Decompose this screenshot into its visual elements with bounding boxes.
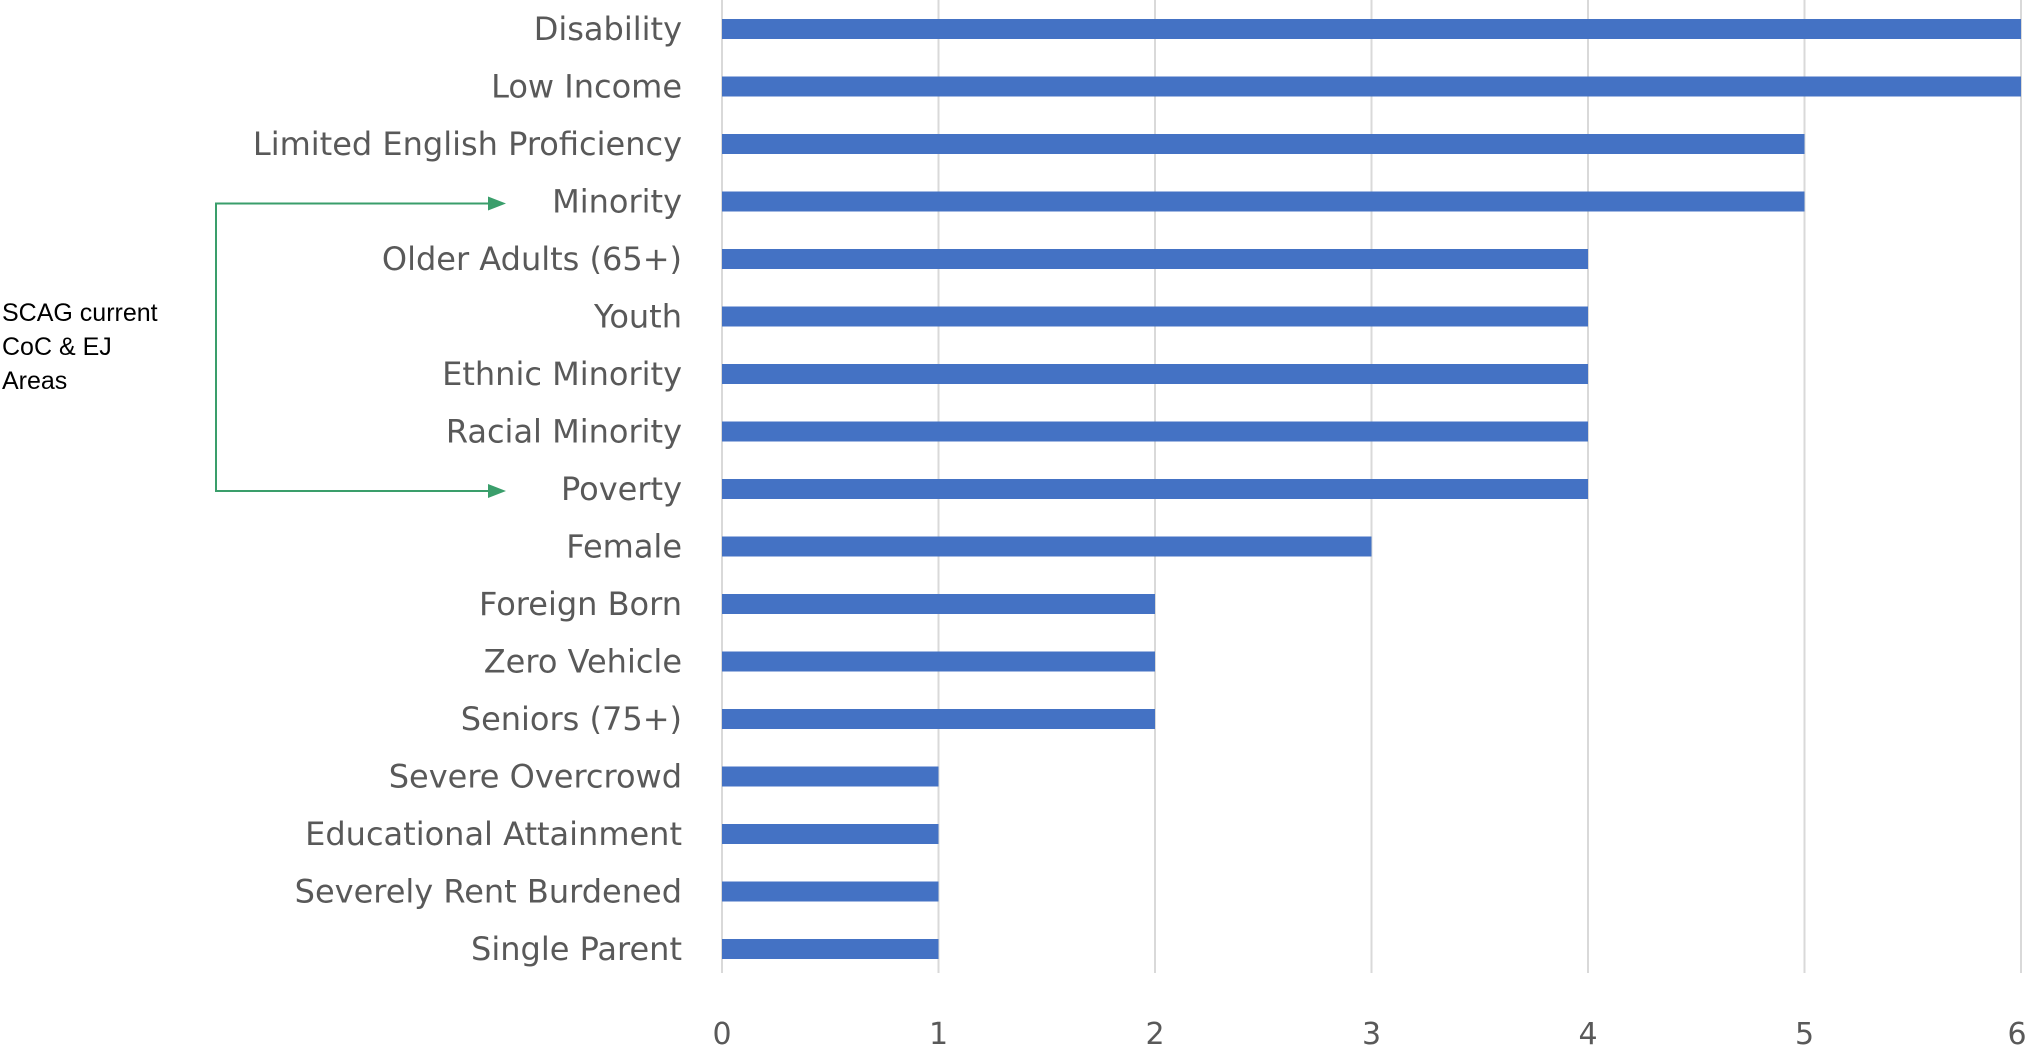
bar-low-income (722, 76, 2021, 97)
category-label-older-adults-65: Older Adults (65+) (382, 240, 682, 278)
annotation-bracket (215, 196, 506, 498)
category-labels: Disability Low Income Limited English Prof… (253, 10, 682, 968)
x-tick-label-5: 5 (1795, 1017, 1814, 1048)
category-label-youth: Youth (593, 298, 682, 336)
bar-ethnic-minority (722, 364, 1588, 384)
arrowhead-minority (488, 196, 506, 211)
category-label-female: Female (566, 528, 682, 566)
category-label-single-parent: Single Parent (471, 930, 682, 968)
bar-disability (722, 19, 2021, 39)
bars (722, 19, 2021, 959)
bar-single-parent (722, 939, 939, 959)
x-tick-label-1: 1 (929, 1017, 948, 1048)
category-label-foreign-born: Foreign Born (479, 585, 682, 623)
bar-limited-english-proficiency (722, 134, 1805, 154)
category-label-severely-rent-burdened: Severely Rent Burdened (295, 873, 682, 911)
arrowhead-poverty (488, 484, 506, 498)
category-label-racial-minority: Racial Minority (446, 413, 682, 451)
category-label-limited-english-proficiency: Limited English Proficiency (253, 125, 682, 163)
bar-seniors-75 (722, 709, 1155, 729)
category-label-minority: Minority (552, 183, 682, 221)
x-tick-label-4: 4 (1578, 1017, 1597, 1048)
category-label-low-income: Low Income (491, 68, 682, 106)
x-tick-label-2: 2 (1145, 1017, 1164, 1048)
bar-zero-vehicle (722, 651, 1155, 672)
x-tick-label-6: 6 (2007, 1017, 2026, 1048)
bar-female (722, 536, 1372, 557)
category-label-educational-attainment: Educational Attainment (305, 815, 682, 853)
bar-foreign-born (722, 594, 1155, 614)
bar-minority (722, 191, 1805, 212)
x-axis-tick-labels: 0 1 2 3 4 5 6 (712, 1017, 2026, 1052)
bar-severe-overcrowd (722, 766, 939, 787)
x-tick-label-0: 0 (712, 1017, 731, 1048)
bar-older-adults-65 (722, 249, 1588, 269)
category-label-ethnic-minority: Ethnic Minority (442, 355, 682, 393)
bar-educational-attainment (722, 824, 939, 844)
x-tick-label-3: 3 (1362, 1017, 1381, 1048)
category-label-seniors-75: Seniors (75+) (461, 700, 682, 738)
bracket-line (215, 202, 490, 492)
bar-racial-minority (722, 421, 1588, 442)
bar-poverty (722, 479, 1588, 499)
scag-annotation-text: SCAG current CoC & EJ Areas (2, 299, 158, 395)
category-label-disability: Disability (534, 10, 682, 48)
category-label-poverty: Poverty (561, 470, 682, 508)
category-label-severe-overcrowd: Severe Overcrowd (389, 758, 682, 796)
bar-youth (722, 306, 1588, 327)
category-label-zero-vehicle: Zero Vehicle (484, 643, 682, 681)
bar-severely-rent-burdened (722, 881, 939, 902)
